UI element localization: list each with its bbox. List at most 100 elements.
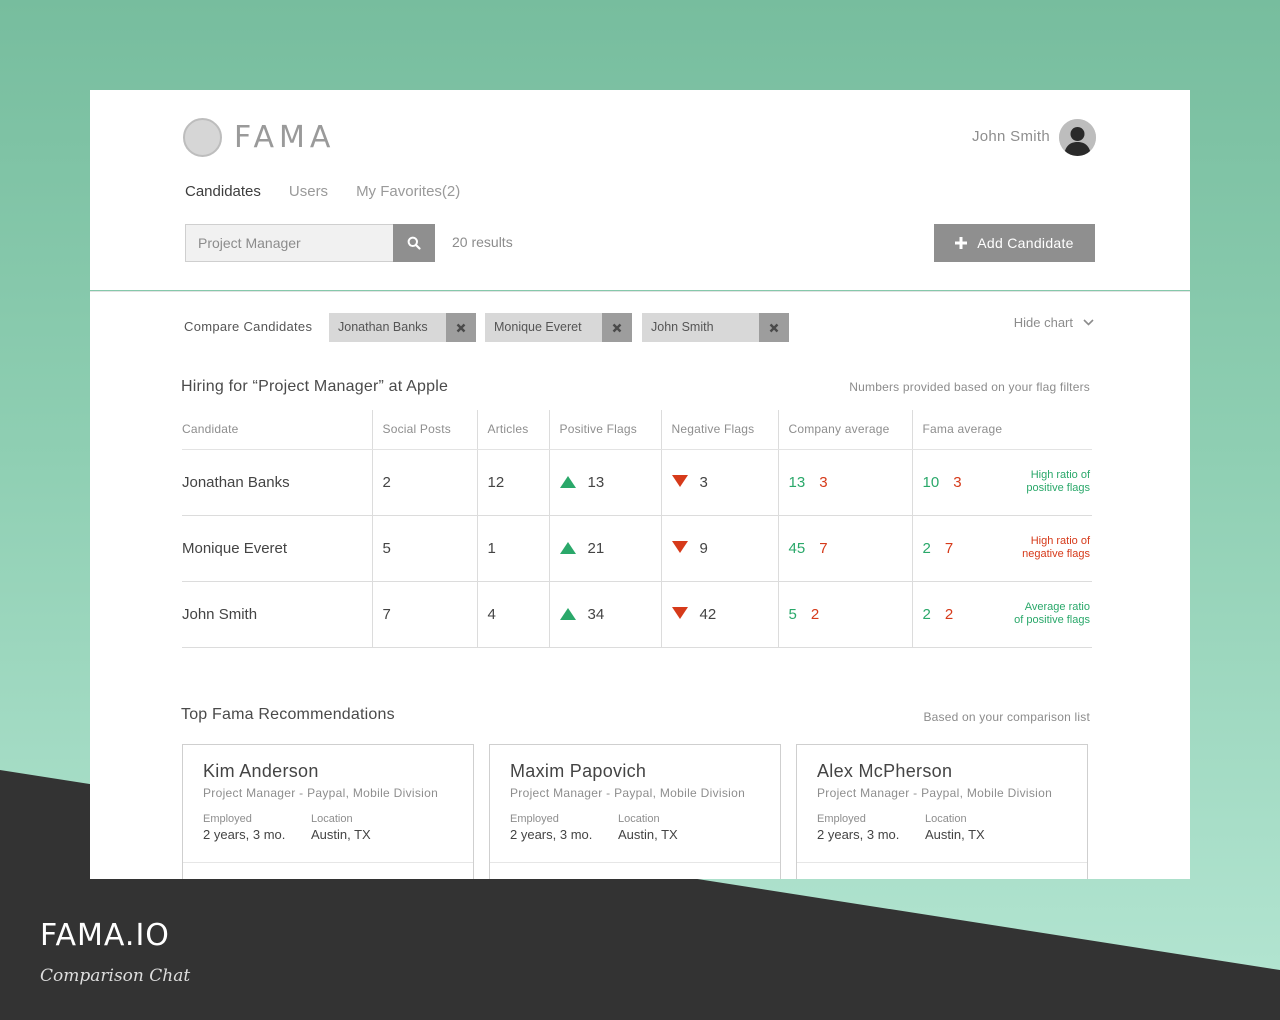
recommendation-name[interactable]: Alex McPherson — [817, 761, 953, 781]
ratio-note: High ratio of negative flags — [990, 535, 1090, 561]
positive-flags-value: 21 — [587, 539, 605, 557]
location-value: Austin, TX — [618, 827, 678, 842]
chip-remove-button[interactable] — [759, 313, 789, 342]
close-icon — [612, 323, 622, 332]
negative-flags-cell: 42 — [660, 581, 778, 648]
logo-text[interactable]: FAMA — [234, 120, 336, 155]
user-silhouette-icon — [1059, 119, 1096, 156]
recommendations-note: Based on your comparison list — [923, 710, 1090, 724]
location-value: Austin, TX — [311, 827, 371, 842]
articles-value: 12 — [476, 449, 549, 516]
ratio-note-line: negative flags — [1022, 548, 1090, 560]
company-average-positive: 5 — [788, 605, 797, 623]
recommendation-card[interactable]: Alex McPherson Project Manager - Paypal,… — [796, 744, 1088, 879]
hide-chart-label: Hide chart — [1013, 315, 1073, 330]
recommendation-name[interactable]: Maxim Papovich — [510, 761, 647, 781]
employed-label: Employed — [817, 813, 866, 825]
arrow-up-icon — [559, 607, 576, 620]
add-candidate-label: Add Candidate — [977, 235, 1074, 251]
negative-flags-cell: 9 — [660, 515, 778, 582]
positive-flags-value: 13 — [587, 473, 605, 491]
footer-subtitle: Comparison Chat — [40, 966, 191, 986]
location-label: Location — [618, 813, 660, 825]
candidate-name[interactable]: Jonathan Banks — [182, 449, 372, 516]
compare-chip: Monique Everet — [485, 313, 632, 342]
table-note: Numbers provided based on your flag filt… — [849, 380, 1090, 394]
employed-value: 2 years, 3 mo. — [203, 827, 286, 842]
tab-my-favorites[interactable]: My Favorites(2) — [356, 183, 461, 200]
location-value: Austin, TX — [925, 827, 985, 842]
add-candidate-button[interactable]: Add Candidate — [934, 224, 1095, 262]
company-average-positive: 13 — [788, 473, 806, 491]
fama-average-positive: 10 — [922, 473, 940, 491]
company-average-negative: 7 — [819, 539, 828, 557]
card-divider — [183, 862, 473, 863]
comparison-card: Compare Candidates Jonathan Banks Moniqu… — [90, 291, 1190, 879]
table-row[interactable]: Jonathan Banks 2 12 13 3 13 3 10 3 High ra… — [182, 449, 1092, 516]
footer-title: FAMA.IO — [40, 918, 170, 953]
ratio-note-line: positive flags — [1026, 482, 1090, 494]
location-label: Location — [311, 813, 353, 825]
column-header[interactable]: Negative Flags — [660, 410, 778, 450]
company-average-cell: 13 3 — [777, 449, 912, 516]
company-average-cell: 45 7 — [777, 515, 912, 582]
column-header[interactable]: Positive Flags — [548, 410, 661, 450]
chip-remove-button[interactable] — [446, 313, 476, 342]
column-header[interactable]: Fama average — [911, 410, 1092, 450]
ratio-note: Average ratio of positive flags — [990, 601, 1090, 627]
tab-users[interactable]: Users — [288, 183, 329, 200]
company-average-positive: 45 — [788, 539, 806, 557]
employed-value: 2 years, 3 mo. — [817, 827, 900, 842]
fama-average-positive: 2 — [922, 605, 931, 623]
chip-label: Monique Everet — [494, 320, 582, 334]
column-header[interactable]: Articles — [476, 410, 549, 450]
candidate-name[interactable]: John Smith — [182, 581, 372, 648]
company-average-negative: 2 — [810, 605, 820, 623]
avatar[interactable] — [1059, 119, 1096, 156]
recommendation-card[interactable]: Maxim Papovich Project Manager - Paypal,… — [489, 744, 781, 879]
logo-circle-icon — [183, 118, 222, 157]
table-title: Hiring for “Project Manager” at Apple — [181, 378, 449, 395]
candidate-name[interactable]: Monique Everet — [182, 515, 372, 582]
employed-value: 2 years, 3 mo. — [510, 827, 593, 842]
search-button[interactable] — [393, 224, 435, 262]
social-posts-value: 7 — [371, 581, 477, 648]
column-header[interactable]: Company average — [777, 410, 912, 450]
search-input[interactable] — [185, 224, 394, 262]
chip-remove-button[interactable] — [602, 313, 632, 342]
compare-chip: Jonathan Banks — [329, 313, 476, 342]
fama-average-cell: 10 3 High ratio of positive flags — [911, 449, 1092, 516]
negative-flags-value: 42 — [699, 605, 717, 623]
column-header[interactable]: Social Posts — [371, 410, 477, 450]
close-icon — [456, 323, 466, 332]
column-header[interactable]: Candidate — [182, 410, 372, 450]
ratio-note: High ratio of positive flags — [990, 469, 1090, 495]
card-divider — [490, 862, 780, 863]
tab-candidates[interactable]: Candidates — [185, 183, 261, 200]
company-average-negative: 3 — [819, 473, 828, 491]
user-name[interactable]: John Smith — [971, 128, 1050, 145]
compare-label: Compare Candidates — [184, 319, 313, 334]
employed-label: Employed — [203, 813, 252, 825]
comparison-table: Candidate Social Posts Articles Positive… — [182, 410, 1092, 648]
chip-label: John Smith — [651, 320, 714, 334]
positive-flags-cell: 21 — [548, 515, 661, 582]
card-divider — [797, 862, 1087, 863]
location-label: Location — [925, 813, 967, 825]
recommendation-name[interactable]: Kim Anderson — [203, 761, 319, 781]
negative-flags-value: 9 — [699, 539, 708, 557]
fama-average-positive: 2 — [922, 539, 931, 557]
recommendation-role: Project Manager - Paypal, Mobile Divisio… — [203, 786, 439, 800]
arrow-up-icon — [559, 475, 576, 488]
articles-value: 1 — [476, 515, 549, 582]
recommendation-role: Project Manager - Paypal, Mobile Divisio… — [510, 786, 746, 800]
recommendation-card[interactable]: Kim Anderson Project Manager - Paypal, M… — [182, 744, 474, 879]
nav-tabs: Candidates Users My Favorites(2) — [185, 183, 488, 200]
hide-chart-toggle[interactable]: Hide chart — [1014, 315, 1094, 330]
plus-icon — [955, 237, 968, 249]
